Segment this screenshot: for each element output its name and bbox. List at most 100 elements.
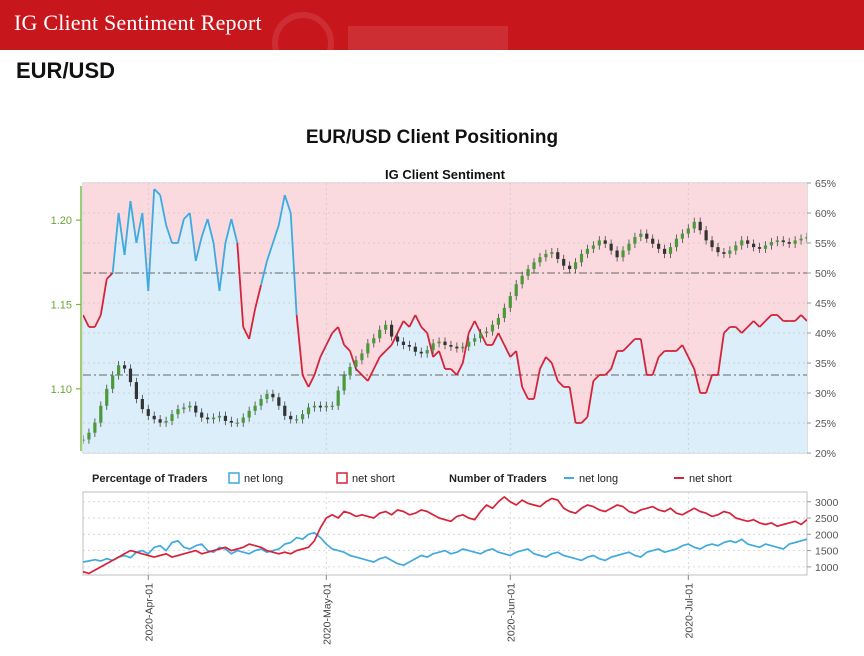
price-candle [122, 365, 127, 369]
sentiment-line-segment [147, 188, 156, 292]
price-candle [105, 388, 109, 406]
price-candle [366, 343, 370, 354]
price-candle [568, 265, 572, 270]
sentiment-line-segment [206, 218, 215, 244]
price-candle [146, 409, 150, 416]
price-candle [271, 393, 275, 398]
legend-percentage-title: Percentage of Traders [92, 473, 208, 485]
price-candle [781, 240, 785, 243]
sentiment-line-segment [94, 314, 102, 328]
price-candle [556, 252, 560, 259]
sentiment-line-segment [165, 224, 173, 244]
right-count-tick-label: 2500 [815, 513, 839, 525]
sentiment-line-segment [628, 338, 636, 346]
sentiment-line-segment [83, 314, 90, 328]
price-candle [348, 366, 352, 376]
price-candle [597, 240, 601, 246]
price-candle [573, 262, 578, 270]
price-candle [639, 233, 643, 237]
legend-pct-short-swatch [336, 472, 348, 484]
legend-pct-long-swatch [228, 472, 240, 484]
sentiment-line-segment [194, 236, 203, 262]
sentiment-line-segment [153, 188, 161, 196]
price-candle [93, 422, 97, 433]
price-candle [200, 412, 204, 418]
sentiment-line-segment [117, 212, 126, 256]
price-candle [668, 247, 673, 254]
sentiment-line-segment [372, 356, 381, 370]
price-candle [164, 420, 168, 423]
sentiment-line-segment [355, 368, 363, 376]
right-pct-tick-label: 20% [815, 448, 836, 460]
price-candle [247, 410, 251, 418]
price-candle [728, 250, 732, 254]
price-candle [722, 252, 726, 254]
sentiment-line-segment [592, 374, 600, 382]
right-pct-tick-label: 50% [815, 268, 836, 280]
price-candle [336, 390, 340, 406]
sentiment-line-segment [200, 218, 209, 238]
price-candle [437, 341, 441, 344]
sentiment-line-segment [141, 212, 150, 292]
price-candle [710, 240, 714, 248]
price-candle [176, 409, 180, 415]
sentiment-line-segment [681, 344, 690, 358]
sentiment-line-segment [331, 326, 339, 334]
sentiment-line-segment [622, 344, 630, 352]
sentiment-line-segment [111, 212, 120, 274]
sentiment-line-segment [426, 332, 435, 358]
legend-num-short-label: net short [689, 473, 732, 485]
pair-title: EUR/USD [16, 58, 116, 83]
sentiment-line-segment [230, 218, 239, 244]
upper-subtitle: IG Client Sentiment [385, 167, 506, 182]
legend-pct-short-label: net short [352, 473, 395, 485]
price-candle [751, 243, 756, 248]
price-candle [217, 415, 222, 418]
sentiment-line-segment [450, 368, 458, 376]
price-candle [585, 248, 590, 254]
price-candle [674, 238, 679, 248]
sentiment-line-segment [159, 194, 167, 226]
price-candle [306, 407, 311, 415]
price-candle [182, 407, 186, 410]
sentiment-line-segment [248, 308, 256, 340]
sentiment-line-segment [242, 326, 250, 340]
price-candle [253, 405, 257, 411]
price-candle [769, 242, 773, 246]
price-candle [295, 419, 299, 421]
price-candle [621, 250, 625, 258]
price-candle [603, 240, 607, 244]
price-candle [479, 333, 483, 339]
sentiment-line-segment [651, 356, 660, 376]
sentiment-line-segment [776, 314, 784, 322]
price-candle [757, 247, 762, 249]
sentiment-line-segment [183, 212, 191, 220]
sentiment-line-segment [545, 356, 553, 364]
sentiment-line-segment [106, 272, 114, 280]
price-candle [223, 415, 228, 421]
price-candle [490, 324, 495, 332]
sentiment-line-segment [432, 350, 440, 358]
price-candle [87, 432, 91, 440]
price-candle [152, 415, 156, 420]
right-count-tick-label: 1000 [815, 562, 839, 574]
sentiment-line-segment [236, 242, 245, 328]
sentiment-line-segment [438, 350, 446, 370]
price-candle [360, 353, 364, 361]
price-candle [419, 351, 423, 354]
price-candle [194, 405, 198, 413]
price-candle [657, 243, 661, 249]
price-candle [615, 250, 619, 258]
price-candle [372, 338, 376, 344]
sentiment-line-segment [705, 374, 713, 394]
sentiment-line-segment [639, 338, 648, 376]
sentiment-line-segment [604, 368, 612, 376]
sentiment-line-segment [723, 326, 731, 334]
price-candle [680, 233, 684, 239]
price-candle [277, 397, 281, 406]
price-candle [544, 253, 548, 258]
price-candle [692, 221, 696, 229]
sentiment-line-segment [521, 386, 529, 400]
sentiment-line-segment [135, 212, 144, 244]
price-candle [229, 420, 233, 423]
